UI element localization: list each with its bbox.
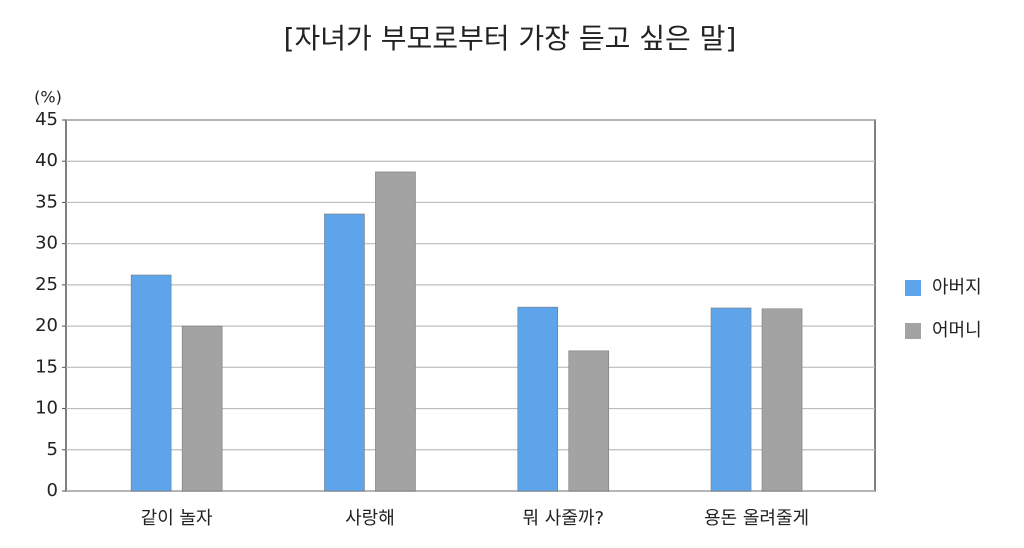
y-tick-label: 15 bbox=[35, 356, 58, 377]
legend-swatch bbox=[905, 323, 921, 339]
y-tick-label: 20 bbox=[35, 315, 58, 336]
y-tick-label: 25 bbox=[35, 274, 58, 295]
bar bbox=[517, 306, 559, 492]
x-tick-label: 용돈 올려줄게 bbox=[704, 508, 809, 529]
bar bbox=[324, 213, 365, 492]
x-tick-label: 사랑해 bbox=[345, 508, 395, 529]
y-tick-label: 40 bbox=[35, 150, 58, 171]
y-tick-label: 30 bbox=[35, 233, 58, 254]
bar bbox=[710, 307, 752, 492]
bar bbox=[568, 350, 610, 492]
y-tick-label: 10 bbox=[35, 398, 58, 419]
y-axis-label: (%) bbox=[34, 88, 62, 107]
bar bbox=[761, 308, 803, 492]
x-tick-label: 뭐 사줄까? bbox=[522, 508, 604, 529]
legend-swatch bbox=[905, 280, 921, 296]
y-tick-label: 45 bbox=[35, 109, 58, 130]
bar bbox=[130, 274, 172, 492]
y-tick-label: 35 bbox=[35, 191, 58, 212]
bar bbox=[181, 325, 223, 492]
bar bbox=[375, 171, 416, 492]
legend-label: 아버지 bbox=[932, 277, 982, 298]
y-tick-label: 0 bbox=[47, 480, 58, 501]
legend-label: 어머니 bbox=[932, 320, 982, 341]
y-tick-label: 5 bbox=[47, 439, 58, 460]
chart-title: [자녀가 부모로부터 가장 듣고 싶은 말] bbox=[284, 22, 737, 55]
x-tick-label: 같이 놀자 bbox=[141, 508, 213, 529]
